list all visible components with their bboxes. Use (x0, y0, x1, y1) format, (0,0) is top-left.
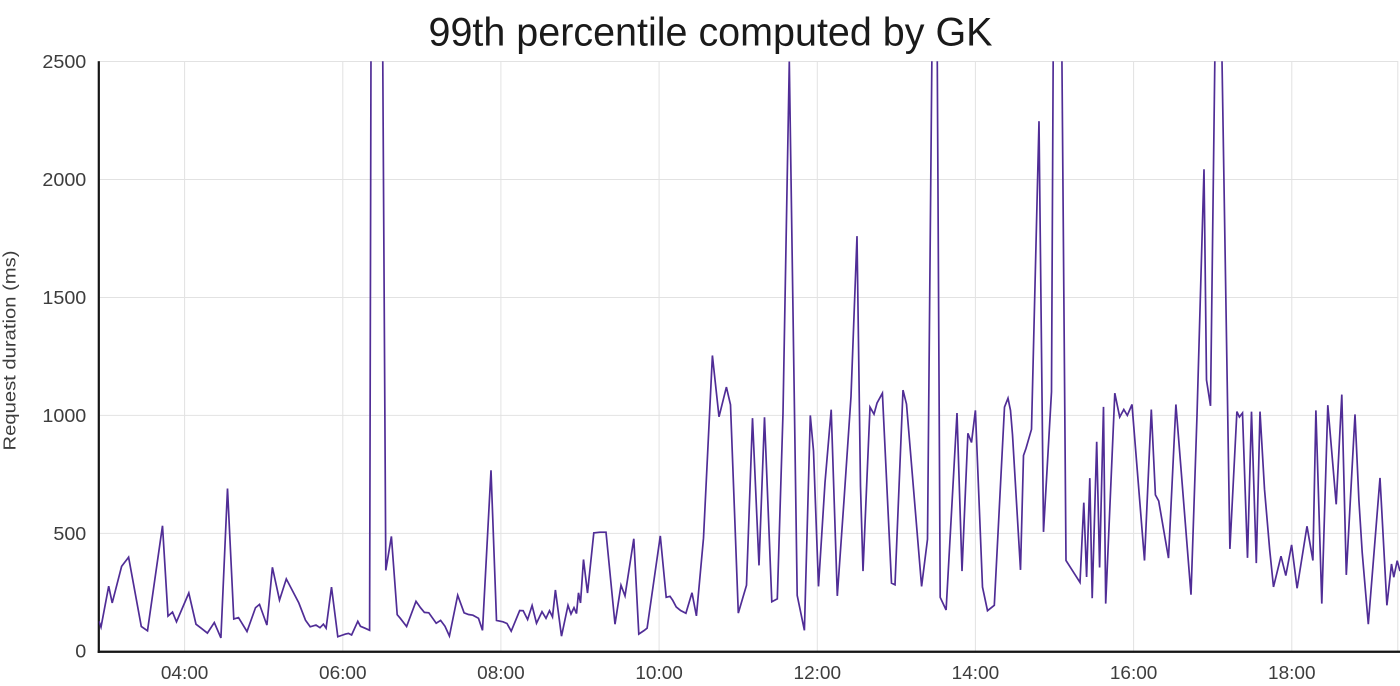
svg-text:500: 500 (53, 524, 86, 544)
svg-text:04:00: 04:00 (161, 663, 209, 681)
svg-text:0: 0 (75, 642, 86, 662)
svg-text:10:00: 10:00 (635, 663, 683, 681)
svg-text:12:00: 12:00 (794, 663, 842, 681)
svg-text:18:00: 18:00 (1268, 663, 1316, 681)
svg-text:1500: 1500 (42, 288, 86, 308)
svg-text:14:00: 14:00 (952, 663, 1000, 681)
svg-text:1000: 1000 (42, 406, 86, 426)
svg-text:2000: 2000 (42, 170, 86, 190)
svg-text:2500: 2500 (42, 52, 86, 72)
svg-text:16:00: 16:00 (1110, 663, 1158, 681)
svg-text:99th percentile computed by GK: 99th percentile computed by GK (429, 11, 993, 55)
svg-text:06:00: 06:00 (319, 663, 367, 681)
svg-text:Request duration (ms): Request duration (ms) (0, 251, 20, 451)
svg-text:08:00: 08:00 (477, 663, 525, 681)
